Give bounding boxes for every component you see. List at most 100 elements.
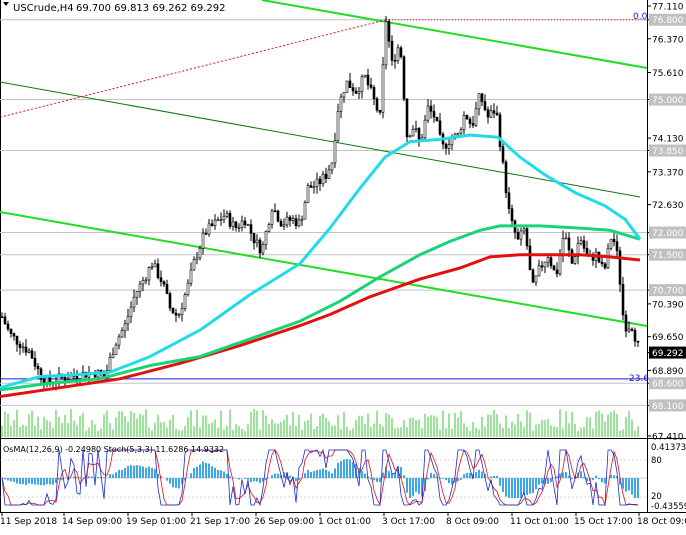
candle-body bbox=[477, 93, 481, 110]
candle-body bbox=[24, 346, 28, 353]
candle-body bbox=[240, 220, 244, 228]
price-label: 75.000 bbox=[652, 96, 684, 106]
candle-body bbox=[423, 119, 427, 139]
time-label: 11 Sep 2018 bbox=[0, 517, 57, 527]
symbol-label: USCrude,H4 bbox=[13, 3, 74, 14]
candle-body bbox=[150, 266, 154, 269]
fib-level-236-label: 23.6 bbox=[629, 374, 649, 384]
candle-body bbox=[504, 161, 508, 194]
chart-header: USCrude,H4 69.700 69.813 69.262 69.292 bbox=[3, 2, 226, 14]
time-label: 19 Sep 01:00 bbox=[126, 517, 186, 527]
candle-body bbox=[333, 140, 337, 164]
candle-body bbox=[123, 323, 127, 331]
price-label: 72.630 bbox=[652, 201, 684, 211]
candle-body bbox=[576, 243, 580, 257]
candle-body bbox=[561, 238, 565, 256]
price-label: 69.650 bbox=[652, 333, 684, 343]
candle-body bbox=[171, 307, 175, 314]
candle-body bbox=[393, 60, 397, 62]
candle-body bbox=[600, 261, 604, 265]
candle-body bbox=[222, 215, 226, 220]
candle-body bbox=[570, 249, 574, 264]
candle-body bbox=[381, 64, 385, 113]
candle-body bbox=[261, 244, 265, 254]
candle-body bbox=[210, 223, 214, 226]
candle-body bbox=[579, 240, 583, 244]
candle-body bbox=[543, 261, 547, 268]
candle-body bbox=[3, 316, 7, 325]
candle-body bbox=[6, 323, 10, 330]
price-label: 72.000 bbox=[652, 229, 684, 239]
candle-body bbox=[12, 333, 16, 337]
candle-body bbox=[159, 277, 163, 282]
time-label: 3 Oct 17:00 bbox=[382, 517, 435, 527]
candle-body bbox=[111, 354, 115, 358]
candle-body bbox=[528, 245, 532, 271]
candle-body bbox=[546, 257, 550, 263]
time-label: 14 Sep 09:00 bbox=[62, 517, 122, 527]
level-price-box bbox=[649, 377, 686, 390]
candle-body bbox=[609, 238, 613, 249]
candle-body bbox=[294, 218, 298, 227]
candle-body bbox=[174, 312, 178, 316]
candle-body bbox=[144, 279, 148, 282]
price-label: 68.100 bbox=[652, 402, 684, 412]
candle-body bbox=[474, 108, 478, 126]
indicator-axis-label: 0.41373 bbox=[651, 443, 686, 453]
candle-body bbox=[216, 219, 220, 222]
candle-body bbox=[180, 308, 184, 316]
candle-body bbox=[627, 328, 631, 332]
candle-body bbox=[516, 232, 520, 240]
moving-average-slow bbox=[0, 253, 641, 398]
stochastic-main-line bbox=[1, 448, 638, 507]
candle-body bbox=[390, 40, 394, 61]
dropdown-triangle-icon[interactable] bbox=[3, 2, 9, 6]
candle-body bbox=[387, 21, 391, 42]
level-price-box bbox=[649, 144, 686, 157]
candle-body bbox=[621, 283, 625, 316]
candle-body bbox=[603, 263, 607, 269]
candle-body bbox=[156, 263, 160, 278]
price-label: 77.110 bbox=[652, 3, 684, 13]
current-price-box bbox=[649, 346, 686, 359]
candle-body bbox=[246, 224, 250, 226]
candle-body bbox=[243, 220, 247, 226]
candle-body bbox=[321, 173, 325, 185]
candle-body bbox=[339, 96, 343, 112]
candle-body bbox=[132, 296, 136, 308]
moving-averages bbox=[0, 133, 642, 398]
candle-body bbox=[558, 254, 562, 275]
time-label: 18 Oct 09:00 bbox=[637, 517, 686, 527]
candle-body bbox=[270, 210, 274, 225]
candle-body bbox=[369, 84, 373, 88]
candle-body bbox=[300, 218, 304, 221]
candle-body bbox=[465, 115, 469, 120]
indicator-axis-label: 80 bbox=[651, 456, 662, 466]
candle-body bbox=[501, 146, 505, 163]
price-axis: 77.110 76.800 76.370 75.610 75.000 74.130 73.8… bbox=[647, 3, 686, 443]
candle-body bbox=[285, 216, 289, 226]
candle-body bbox=[519, 230, 523, 240]
candle-body bbox=[177, 314, 181, 317]
price-label: 70.700 bbox=[652, 287, 684, 297]
candle-body bbox=[360, 76, 364, 92]
candle-body bbox=[342, 92, 346, 98]
candle-body bbox=[9, 328, 13, 334]
moving-average-mid bbox=[0, 224, 641, 392]
candle-body bbox=[624, 314, 628, 332]
candle-body bbox=[135, 291, 139, 298]
price-label: 73.370 bbox=[652, 168, 684, 178]
indicator-axis-label: 20 bbox=[651, 492, 662, 502]
channel-lower-line bbox=[0, 211, 648, 327]
candle-body bbox=[249, 224, 253, 234]
candle-body bbox=[114, 344, 118, 355]
candle-body bbox=[468, 118, 472, 124]
candle-body bbox=[204, 232, 208, 235]
candle-body bbox=[405, 98, 409, 138]
candle-body bbox=[522, 228, 526, 232]
candle-body bbox=[306, 185, 310, 203]
candle-body bbox=[507, 192, 511, 209]
candle-body bbox=[444, 143, 448, 149]
candle-body bbox=[303, 202, 307, 220]
